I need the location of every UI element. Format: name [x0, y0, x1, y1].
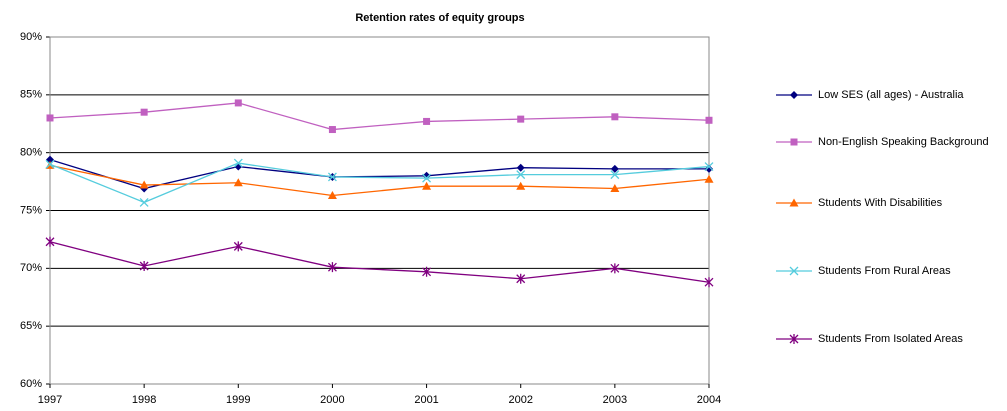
chart-title: Retention rates of equity groups — [355, 12, 524, 24]
plot-frame — [49, 36, 710, 385]
point — [46, 114, 54, 122]
point — [422, 173, 432, 183]
point — [139, 261, 149, 272]
y-tick-label: 75% — [20, 204, 42, 216]
point — [789, 198, 799, 207]
legend-label: Non-English Speaking Background — [818, 135, 989, 148]
point — [610, 184, 620, 193]
x-tick-label: 1997 — [38, 394, 62, 406]
point — [140, 108, 148, 116]
point — [790, 91, 798, 99]
point — [45, 236, 55, 247]
point — [704, 162, 714, 172]
x-tick-label: 1998 — [132, 394, 156, 406]
point — [704, 174, 714, 183]
x-tick-label: 2001 — [414, 394, 438, 406]
point — [234, 99, 242, 107]
point — [233, 241, 243, 252]
point — [327, 262, 337, 273]
point — [327, 172, 337, 182]
point — [704, 277, 714, 288]
point — [790, 138, 798, 146]
point — [233, 158, 243, 168]
y-tick-label: 65% — [20, 320, 42, 332]
series-line — [49, 164, 710, 197]
point — [517, 115, 525, 123]
y-tick-label: 80% — [20, 147, 42, 159]
point — [705, 116, 713, 124]
point — [422, 181, 432, 190]
legend-label: Low SES (all ages) - Australia — [818, 88, 964, 101]
point — [423, 117, 431, 125]
legend-label: Students From Isolated Areas — [818, 332, 963, 345]
point — [233, 178, 243, 187]
x-tick-label: 2004 — [697, 394, 721, 406]
x-tick-label: 2003 — [603, 394, 627, 406]
y-tick-label: 60% — [20, 378, 42, 390]
point — [328, 126, 336, 134]
series-line — [49, 162, 710, 204]
x-tick-label: 2002 — [508, 394, 532, 406]
y-tick-label: 90% — [20, 31, 42, 43]
series-line — [49, 241, 710, 283]
legend-label: Students From Rural Areas — [818, 264, 951, 277]
legend-label: Students With Disabilities — [818, 196, 943, 209]
point — [516, 273, 526, 284]
point — [611, 113, 619, 121]
point — [789, 266, 799, 276]
point — [139, 197, 149, 207]
x-tick-label: 1999 — [226, 394, 250, 406]
x-tick-label: 2000 — [320, 394, 344, 406]
point — [422, 266, 432, 277]
series-line — [49, 102, 710, 131]
point — [516, 181, 526, 190]
point — [610, 170, 620, 180]
point — [327, 190, 337, 199]
y-tick-label: 85% — [20, 89, 42, 101]
point — [610, 263, 620, 274]
point — [516, 170, 526, 180]
point — [139, 180, 149, 189]
point — [789, 334, 799, 344]
point — [610, 164, 619, 173]
point — [45, 159, 55, 169]
point — [516, 163, 525, 172]
y-tick-label: 70% — [20, 262, 42, 274]
